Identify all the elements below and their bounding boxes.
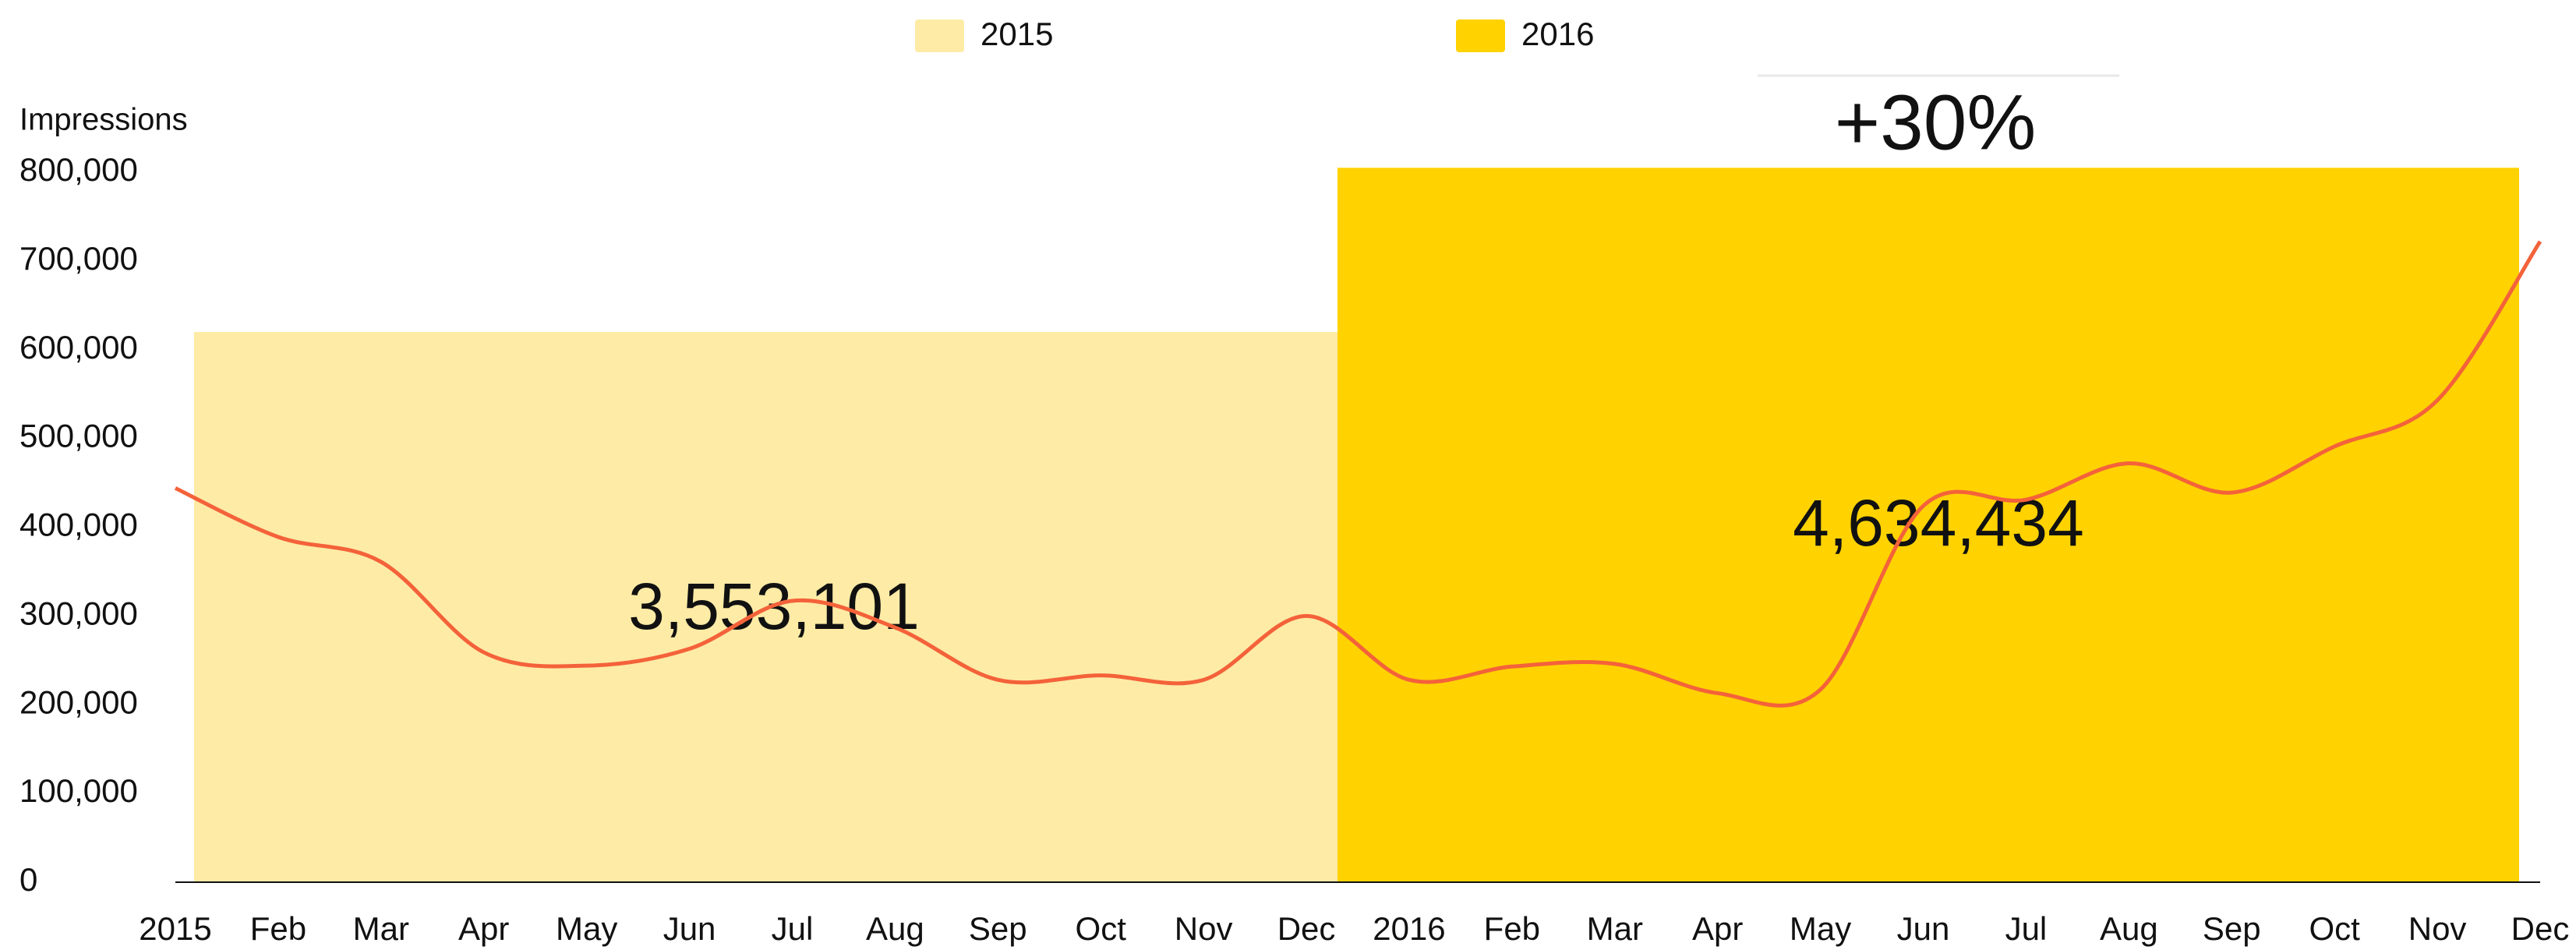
x-tick-label: Dec <box>2511 910 2570 947</box>
annotation: +30% <box>1835 79 2037 166</box>
x-tick-label: Oct <box>1076 910 1127 947</box>
x-tick-label: Aug <box>2100 910 2158 947</box>
line <box>174 240 2542 708</box>
y-axis-label: Impressions <box>19 103 188 137</box>
x-tick-label: Jun <box>1897 910 1950 947</box>
x-tick-label: Mar <box>353 910 409 947</box>
x-tick-label: Jun <box>663 910 716 947</box>
legend-swatch <box>1456 19 1505 52</box>
x-tick-label: Jul <box>2005 910 2048 947</box>
x-tick-label: Sep <box>969 910 1027 947</box>
y-tick-label: 400,000 <box>19 507 138 543</box>
x-tick-label: Oct <box>2309 910 2361 947</box>
x-tick-label: 2016 <box>1373 910 1445 947</box>
y-tick-label: 500,000 <box>19 418 138 454</box>
x-tick-label: Apr <box>1692 910 1743 947</box>
x-tick-label: 2015 <box>139 910 211 947</box>
x-tick-label: Nov <box>1175 910 1233 947</box>
y-tick-label: 300,000 <box>19 595 138 631</box>
background-bars <box>194 168 2519 883</box>
x-tick-label: Feb <box>1484 910 1540 947</box>
x-tick-label: Mar <box>1587 910 1643 947</box>
x-tick-label: Dec <box>1277 910 1336 947</box>
x-tick-label: Aug <box>866 910 924 947</box>
y-tick-label: 100,000 <box>19 772 138 809</box>
x-tick-label: Sep <box>2203 910 2261 947</box>
year-bar <box>1337 168 2519 882</box>
x-tick-label: Jul <box>772 910 814 947</box>
legend-label: 2015 <box>981 16 1053 52</box>
y-tick-label: 800,000 <box>19 151 138 188</box>
x-tick-label: Apr <box>458 910 509 947</box>
y-tick-label: 700,000 <box>19 240 138 277</box>
legend-swatch <box>915 19 964 52</box>
x-tick-label: May <box>556 910 617 947</box>
y-tick-label: 200,000 <box>19 683 138 720</box>
y-tick-label: 0 <box>19 861 37 898</box>
x-tick-label: Feb <box>250 910 306 947</box>
y-tick-label: 600,000 <box>19 329 138 366</box>
x-tick-label: May <box>1790 910 1851 947</box>
legend-label: 2016 <box>1521 16 1594 52</box>
x-tick-label: Nov <box>2408 910 2467 947</box>
